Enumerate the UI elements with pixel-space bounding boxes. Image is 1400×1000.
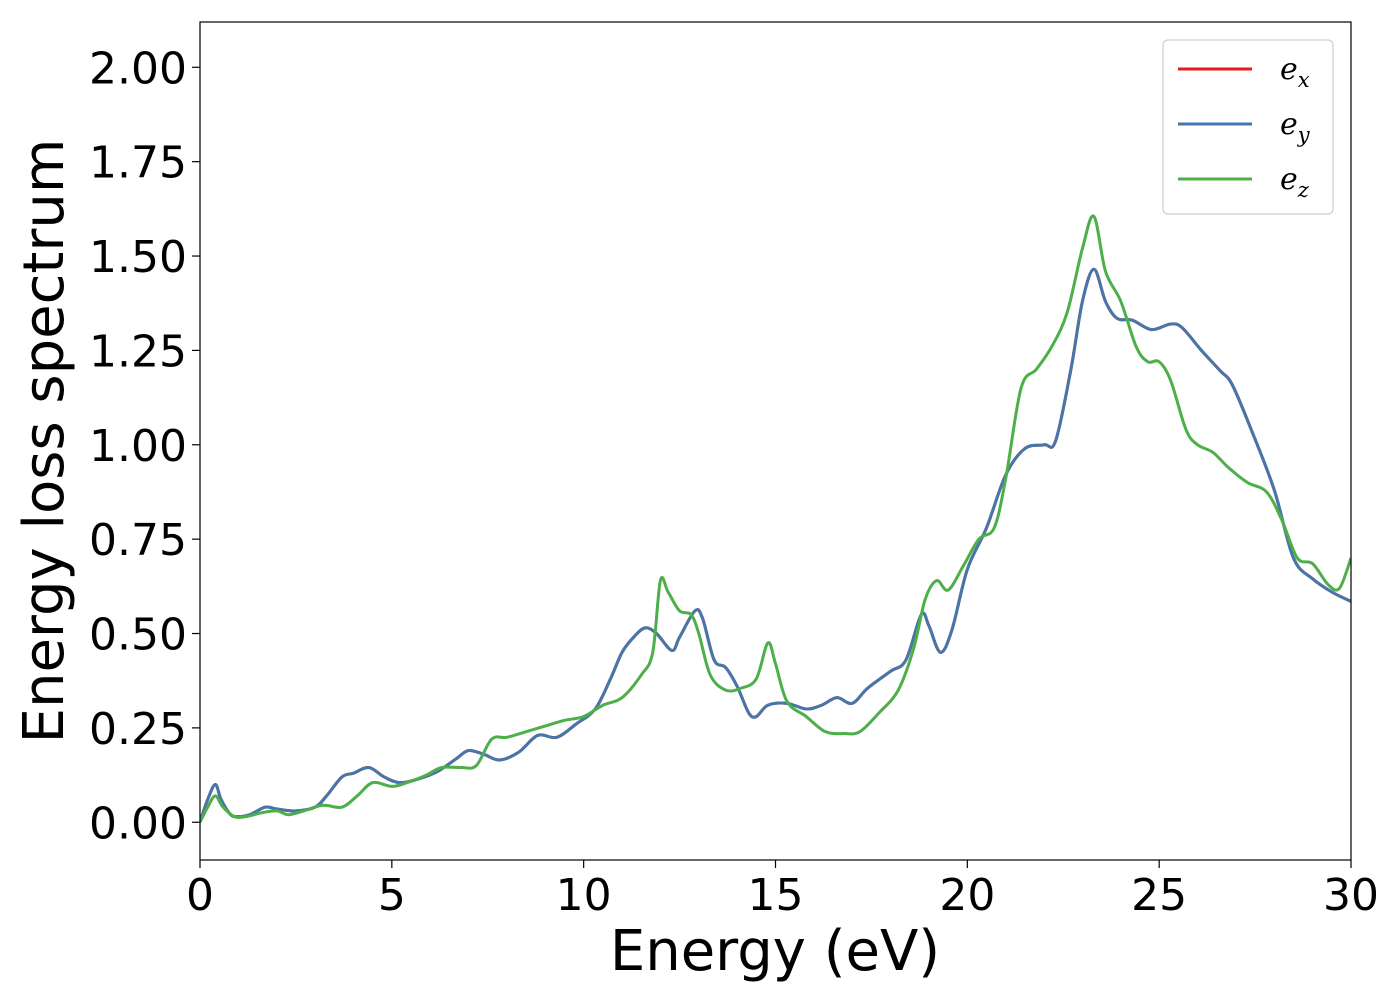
legend: ex ey ez — [1162, 39, 1334, 215]
legend-label: ez — [1280, 162, 1310, 202]
y-tick-label: 1.50 — [89, 232, 187, 283]
x-tick-label: 15 — [748, 870, 804, 921]
y-tick-label: 0.50 — [89, 610, 187, 661]
x-tick-label: 30 — [1323, 870, 1379, 921]
legend-label: ey — [1280, 107, 1311, 147]
legend-item-z: ez — [1178, 162, 1310, 202]
y-axis-title: Energy loss spectrum — [12, 139, 77, 744]
x-tick-label: 10 — [556, 870, 612, 921]
legend-label: ex — [1280, 52, 1310, 92]
plot-area — [200, 22, 1351, 860]
y-tick-label: 1.00 — [89, 421, 187, 472]
y-tick-label: 2.00 — [89, 43, 187, 94]
y-axis: 0.00 0.25 0.50 0.75 1.00 1.25 1.50 1.75 2.00 — [89, 43, 200, 849]
legend-item-y: ey — [1178, 107, 1311, 147]
x-axis-title: Energy (eV) — [610, 919, 940, 984]
y-tick-label: 0.00 — [89, 798, 187, 849]
legend-frame — [1162, 39, 1334, 215]
series-layer — [200, 214, 1351, 823]
x-axis: 0 5 10 15 20 25 30 — [186, 860, 1379, 921]
x-tick-label: 20 — [939, 870, 995, 921]
y-tick-label: 1.75 — [89, 138, 187, 189]
series-line-z — [200, 214, 1351, 823]
x-tick-label: 25 — [1131, 870, 1187, 921]
legend-item-x: ex — [1178, 52, 1310, 92]
y-tick-label: 1.25 — [89, 326, 187, 377]
x-tick-label: 5 — [378, 870, 406, 921]
y-tick-label: 0.75 — [89, 515, 187, 566]
x-tick-label: 0 — [186, 870, 214, 921]
y-tick-label: 0.25 — [89, 704, 187, 755]
